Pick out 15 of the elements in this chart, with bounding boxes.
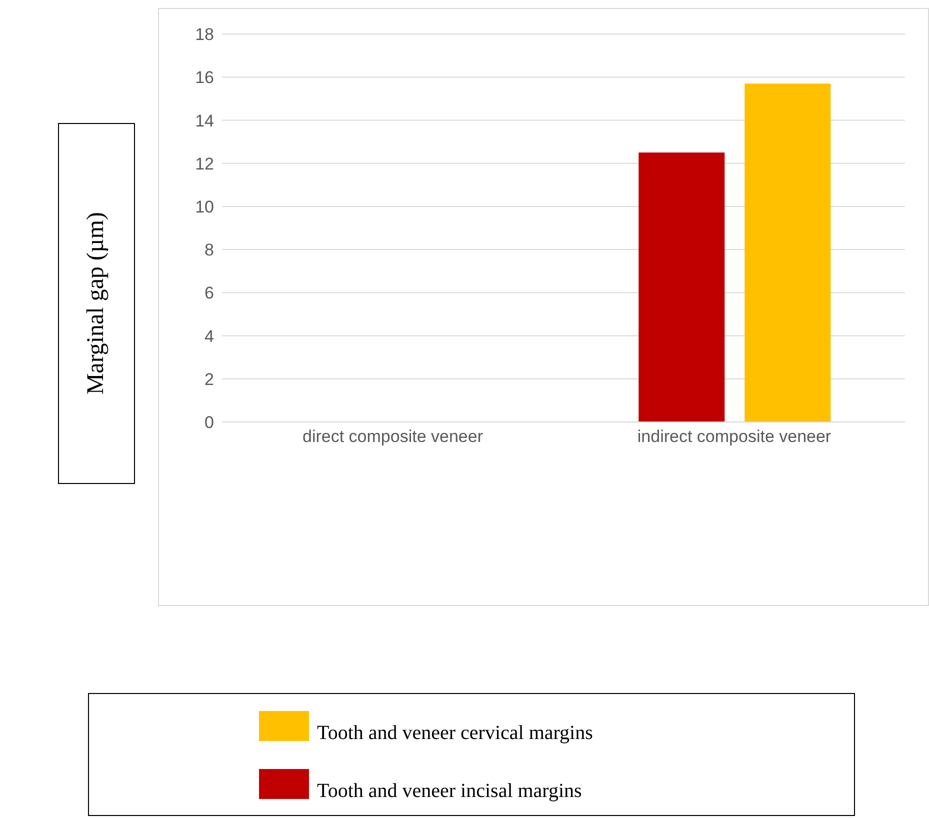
y-tick-label: 6 <box>204 284 214 303</box>
y-tick-label: 18 <box>195 25 214 44</box>
y-tick-label: 2 <box>204 370 214 389</box>
legend-label: Tooth and veneer cervical margins <box>317 722 593 744</box>
y-tick-label: 12 <box>195 154 214 174</box>
y-tick-label: 10 <box>195 197 214 216</box>
y-axis-title: Marginal gap (µm) <box>83 212 110 395</box>
x-tick-label: direct composite veneer <box>302 427 484 446</box>
x-tick-label: indirect composite veneer <box>637 427 832 446</box>
legend-label: Tooth and veneer incisal margins <box>317 780 582 802</box>
y-tick-label: 14 <box>195 111 214 130</box>
y-tick-label: 4 <box>204 326 214 346</box>
y-tick-label: 0 <box>204 413 214 432</box>
y-tick-label: 8 <box>204 240 214 260</box>
y-tick-label: 16 <box>195 68 214 88</box>
